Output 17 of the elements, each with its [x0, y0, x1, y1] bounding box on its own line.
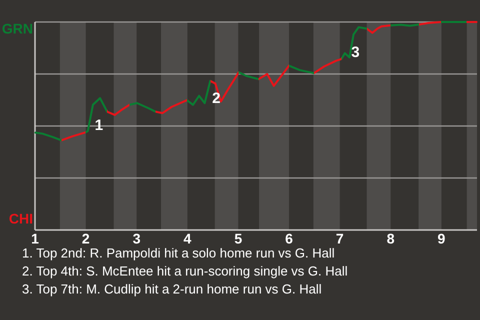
x-tick-label: 7	[336, 230, 344, 247]
x-tick-label: 1	[31, 230, 40, 247]
text: 2. Top 4th: S. McEntee hit a run-scoring single vs G. Hall	[22, 263, 348, 278]
annotation: 3	[351, 44, 360, 61]
text: GRN	[2, 20, 33, 37]
x-tick-label: 5	[234, 230, 242, 247]
x-tick-label: 2	[82, 230, 90, 247]
x-tick-label: 6	[285, 230, 294, 247]
annotation: 2	[212, 90, 220, 107]
x-tick-label: 3	[132, 230, 141, 247]
annotation: 1	[94, 116, 104, 134]
x-tick-label: 8	[386, 230, 395, 247]
text: CHI	[8, 210, 33, 227]
text: 3. Top 7th: M. Cudlip hit a 2-run home run vs G. Hall	[22, 281, 322, 296]
x-tick-label: 9	[438, 230, 446, 247]
text: 1. Top 2nd: R. Pampoldi hit a solo home run vs G. Hall	[22, 245, 335, 260]
x-tick-label: 4	[184, 230, 192, 247]
